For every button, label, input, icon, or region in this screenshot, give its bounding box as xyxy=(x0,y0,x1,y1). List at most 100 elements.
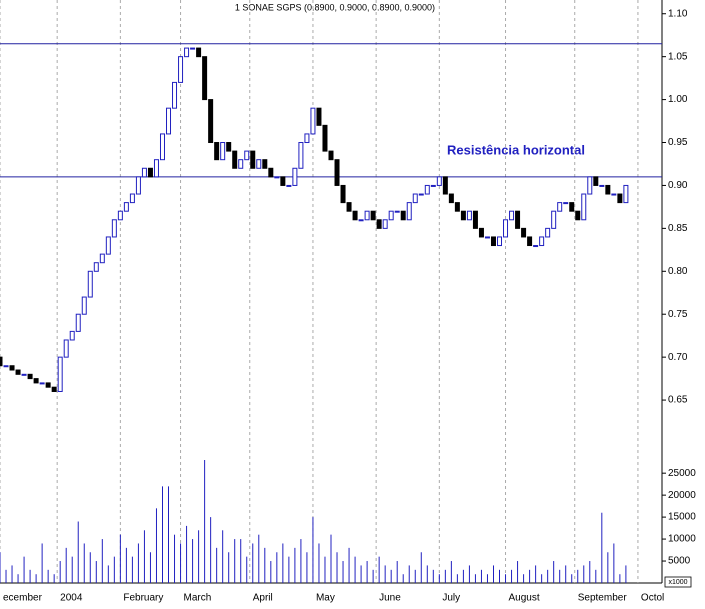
candle-body xyxy=(93,262,99,272)
y2-tick-label: 20000 xyxy=(668,490,696,501)
candle-body xyxy=(515,210,521,229)
candle-body xyxy=(454,202,460,212)
candle-body xyxy=(370,210,376,221)
x-tick-label: July xyxy=(442,593,460,604)
candle-body xyxy=(328,150,334,161)
y2-tick-label: 10000 xyxy=(668,534,696,545)
candle-body xyxy=(87,270,93,298)
candle-body xyxy=(503,219,509,238)
candle-body xyxy=(15,369,21,375)
candle-body xyxy=(9,365,15,371)
y2-tick-label: 25000 xyxy=(668,468,696,479)
candle-body xyxy=(430,184,436,187)
candle-body xyxy=(412,193,418,204)
x-tick-label: 2004 xyxy=(60,593,83,604)
candle-body xyxy=(394,210,400,213)
candle-body xyxy=(129,193,135,204)
candle-body xyxy=(406,202,412,221)
candle-body xyxy=(418,193,424,196)
candle-body xyxy=(340,184,346,204)
candle-body xyxy=(424,184,430,195)
candle-body xyxy=(539,236,545,247)
candle-body xyxy=(27,373,33,380)
y-tick-label: 1.05 xyxy=(668,51,688,62)
candle-body xyxy=(334,159,340,186)
candle-body xyxy=(99,253,105,264)
candle-body xyxy=(400,210,406,221)
y-tick-label: 1.10 xyxy=(668,8,688,19)
candle-body xyxy=(497,236,503,247)
candle-body xyxy=(117,210,123,221)
candle-body xyxy=(202,56,208,101)
candle-body xyxy=(581,193,587,221)
candle-body xyxy=(527,236,533,247)
candle-body xyxy=(382,219,388,229)
candle-body xyxy=(244,150,250,161)
candle-body xyxy=(563,202,569,205)
y-tick-label: 0.70 xyxy=(668,352,688,363)
candle-body xyxy=(484,236,490,239)
x-tick-label: August xyxy=(509,593,540,604)
candle-body xyxy=(436,176,442,186)
candle-body xyxy=(322,124,328,152)
candle-body xyxy=(442,176,448,195)
candle-body xyxy=(141,167,147,178)
y2-unit-label: x1000 xyxy=(668,579,687,586)
candle-body xyxy=(33,378,39,384)
y-tick-label: 1.00 xyxy=(668,94,688,105)
candle-body xyxy=(533,245,539,248)
candle-body xyxy=(250,150,256,169)
candle-body xyxy=(557,202,563,212)
candle-body xyxy=(575,210,581,221)
candle-body xyxy=(460,210,466,221)
candle-body xyxy=(214,142,220,161)
x-tick-label: April xyxy=(253,593,273,604)
candle-body xyxy=(21,373,27,376)
candle-body xyxy=(268,167,274,178)
chart-title: 1 SONAE SGPS (0.8900, 0.9000, 0.8900, 0.… xyxy=(235,2,435,12)
candle-body xyxy=(75,313,81,332)
candle-body xyxy=(69,330,75,341)
y2-tick-label: 5000 xyxy=(668,556,691,567)
candle-body xyxy=(551,210,557,229)
candle-body xyxy=(81,296,87,315)
candle-body xyxy=(238,159,244,169)
candle-body xyxy=(262,159,268,169)
candle-body xyxy=(111,219,117,238)
candle-body xyxy=(623,184,629,204)
candle-body xyxy=(172,81,178,109)
candle-body xyxy=(316,107,322,126)
candle-body xyxy=(39,382,45,385)
candle-body xyxy=(521,227,527,238)
unit-box xyxy=(664,576,692,588)
candle-body xyxy=(135,176,141,195)
candle-body xyxy=(220,142,226,161)
candle-body xyxy=(388,210,394,221)
candle-body xyxy=(472,210,478,229)
candle-body xyxy=(605,184,611,195)
candle-body xyxy=(569,202,575,212)
candle-body xyxy=(63,339,69,358)
x-tick-label: March xyxy=(184,593,212,604)
candle-body xyxy=(304,133,310,144)
candle-body xyxy=(478,227,484,238)
x-tick-label: June xyxy=(379,593,401,604)
y2-tick-label: 15000 xyxy=(668,512,696,523)
candle-body xyxy=(51,386,57,392)
candle-body xyxy=(226,142,232,152)
y-tick-label: 0.75 xyxy=(668,309,688,320)
candle-body xyxy=(280,176,286,186)
candle-body xyxy=(3,365,9,368)
candle-body xyxy=(57,356,63,392)
candle-body xyxy=(376,219,382,229)
y-tick-label: 0.90 xyxy=(668,180,688,191)
candle-body xyxy=(147,167,153,178)
x-tick-label: ecember xyxy=(3,593,43,604)
candle-body xyxy=(232,150,238,169)
y-tick-label: 0.65 xyxy=(668,395,688,406)
candle-body xyxy=(298,142,304,169)
candle-body xyxy=(346,202,352,212)
candle-body xyxy=(153,159,159,178)
candle-body xyxy=(364,210,370,221)
candle-body xyxy=(599,184,605,187)
